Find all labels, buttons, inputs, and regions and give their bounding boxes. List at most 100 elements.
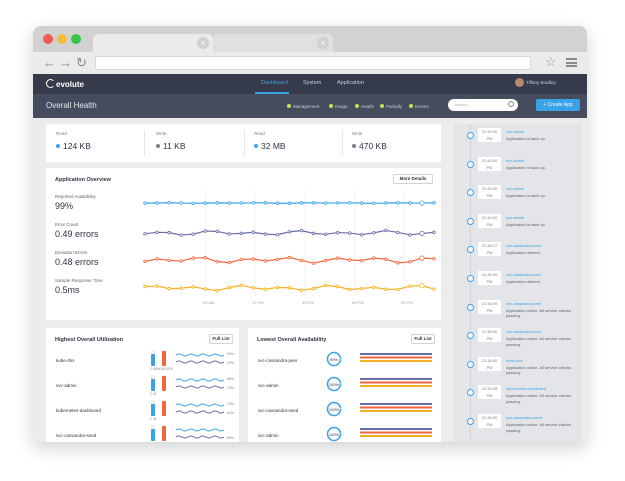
sparkline-point[interactable] — [396, 230, 400, 235]
sparkline-point[interactable] — [396, 201, 400, 205]
sparkline-point[interactable] — [143, 284, 147, 289]
sparkline-point[interactable] — [323, 232, 328, 237]
service-name[interactable]: kube-dns — [56, 358, 75, 363]
activity-item[interactable]: 21:36:00 PM svc-cassandra-peer Applicati… — [454, 328, 582, 358]
filter-partially[interactable]: Partially — [380, 104, 402, 109]
sparkline-point[interactable] — [263, 232, 268, 236]
sparkline-point[interactable] — [275, 285, 280, 290]
sparkline-point[interactable] — [287, 255, 292, 260]
bookmark-star-icon[interactable]: ☆ — [545, 54, 557, 69]
sparkline-point[interactable] — [432, 287, 436, 291]
sparkline-point[interactable] — [179, 233, 183, 237]
sparkline-point[interactable] — [299, 288, 304, 292]
sparkline-point[interactable] — [299, 228, 304, 233]
sparkline-point[interactable] — [408, 260, 412, 264]
sparkline-point[interactable] — [227, 260, 231, 265]
activity-item[interactable]: 21:40:00 PM svc-admin Application is bac… — [454, 213, 582, 244]
sparkline-point[interactable] — [215, 229, 219, 234]
sparkline-point[interactable] — [432, 230, 436, 235]
sparkline-point[interactable] — [287, 230, 292, 234]
sparkline-point[interactable] — [155, 230, 159, 235]
sparkline-point[interactable] — [384, 287, 388, 291]
activity-item[interactable]: 21:36:00 PM svc-cassandra-peer Applicati… — [454, 271, 582, 301]
sparkline-point[interactable] — [179, 286, 183, 290]
activity-item[interactable]: 21:38:27 PM svc-cassandra-peer Applicati… — [454, 242, 582, 272]
sparkline-point[interactable] — [179, 259, 183, 263]
sparkline-point[interactable] — [335, 256, 340, 260]
sparkline-point[interactable] — [275, 233, 280, 237]
close-window-dot[interactable] — [43, 34, 53, 44]
sparkline-point[interactable] — [203, 255, 207, 260]
sparkline-point[interactable] — [287, 201, 292, 205]
sparkline-point[interactable] — [311, 286, 316, 291]
browser-tab[interactable]: × — [213, 34, 333, 52]
sparkline-point[interactable] — [239, 201, 244, 205]
service-name[interactable]: svc-cassandra-seed — [56, 433, 97, 438]
sparkline-point[interactable] — [227, 201, 231, 205]
full-list-button[interactable]: Full List — [209, 334, 233, 344]
activity-item[interactable]: 21:40:00 PM svc-admin Application is bac… — [454, 156, 582, 187]
sparkline-point[interactable] — [239, 283, 244, 288]
sparkline-point[interactable] — [275, 257, 280, 262]
service-name[interactable]: svc-cassandra-peer — [258, 358, 298, 363]
sparkline-point[interactable] — [191, 285, 195, 289]
sparkline-point[interactable] — [396, 261, 400, 265]
sparkline-point[interactable] — [348, 287, 352, 292]
sparkline-point[interactable] — [360, 232, 364, 237]
create-app-button[interactable]: + Create App — [536, 99, 580, 111]
sparkline-point[interactable] — [348, 258, 352, 262]
activity-item[interactable]: 21:36:28 PM kubernetes-dashboard Applica… — [454, 385, 582, 415]
sparkline-point[interactable] — [396, 287, 400, 292]
sparkline-point[interactable] — [335, 201, 340, 205]
sparkline-point[interactable] — [179, 201, 183, 205]
nav-application[interactable]: Application — [337, 80, 364, 86]
sparkline-point[interactable] — [299, 258, 304, 263]
sparkline-point[interactable] — [335, 230, 340, 235]
activity-app-name[interactable]: svc-cassandra-peer — [506, 243, 542, 249]
sparkline-point[interactable] — [360, 258, 364, 263]
sparkline-point[interactable] — [360, 286, 364, 291]
service-name[interactable]: svc-cassandra-seed — [258, 408, 299, 413]
sparkline-point[interactable] — [348, 201, 352, 205]
sparkline-point[interactable] — [275, 201, 280, 205]
sparkline-point[interactable] — [372, 201, 376, 206]
sparkline-point[interactable] — [203, 287, 207, 291]
sparkline-point[interactable] — [419, 283, 425, 289]
sparkline-point[interactable] — [167, 286, 171, 291]
close-tab-icon[interactable]: × — [197, 37, 209, 49]
browser-menu-icon[interactable] — [566, 58, 577, 67]
sparkline-point[interactable] — [251, 201, 256, 205]
activity-app-name[interactable]: svc-cassandra-peer — [506, 272, 542, 277]
sparkline-point[interactable] — [372, 231, 376, 235]
sparkline-point[interactable] — [203, 201, 207, 205]
sparkline-point[interactable] — [372, 285, 376, 290]
activity-app-name[interactable]: svc-admin — [506, 129, 525, 134]
sparkline-point[interactable] — [299, 201, 304, 205]
sparkline-point[interactable] — [348, 231, 352, 235]
sparkline-point[interactable] — [372, 256, 376, 260]
activity-app-name[interactable]: svc-admin — [506, 186, 525, 192]
sparkline-point[interactable] — [215, 259, 219, 264]
activity-app-name[interactable]: svc-admin — [506, 157, 525, 163]
sparkline-point[interactable] — [215, 288, 219, 293]
filter-management[interactable]: Management — [287, 104, 319, 109]
activity-app-name[interactable]: kube-dns — [506, 357, 523, 363]
sparkline-point[interactable] — [323, 283, 328, 288]
sparkline-point[interactable] — [287, 286, 292, 290]
activity-app-name[interactable]: svc-admin — [506, 214, 525, 220]
back-arrow-icon[interactable]: ← — [43, 55, 56, 70]
sparkline-point[interactable] — [323, 258, 328, 263]
sparkline-point[interactable] — [360, 201, 364, 205]
sparkline-point[interactable] — [167, 230, 171, 235]
sparkline-point[interactable] — [167, 201, 171, 205]
sparkline-point[interactable] — [143, 259, 147, 264]
sparkline-point[interactable] — [432, 257, 436, 261]
filter-health[interactable]: Health — [355, 104, 374, 109]
browser-tab[interactable]: × — [93, 34, 213, 52]
service-name[interactable]: kubernetes-dashboard — [56, 408, 102, 413]
sparkline-point[interactable] — [408, 201, 412, 205]
sparkline-point[interactable] — [239, 257, 244, 262]
sparkline-point[interactable] — [408, 233, 412, 237]
activity-item[interactable]: 21:36:00 PM kube-dns Application online.… — [454, 356, 582, 387]
sparkline-point[interactable] — [143, 232, 147, 236]
